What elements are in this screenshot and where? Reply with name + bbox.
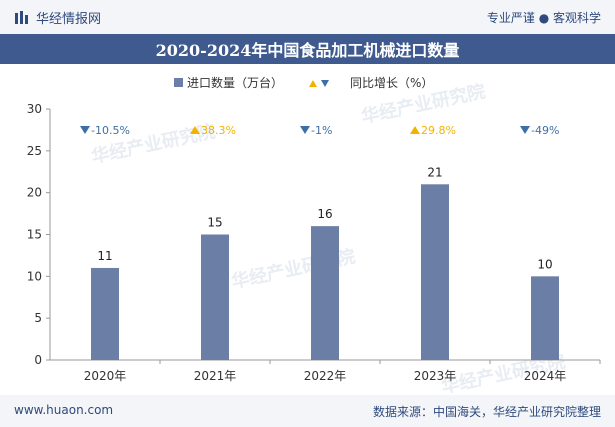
- yoy-label: -1%: [311, 124, 332, 137]
- data-label: 15: [207, 216, 222, 230]
- y-tick-label: 5: [34, 311, 42, 325]
- y-tick-label: 20: [27, 186, 42, 200]
- y-tick-label: 0: [34, 353, 42, 367]
- footer: www.huaon.com 数据来源：中国海关，华经产业研究院整理: [0, 395, 615, 427]
- chart-svg: 进口数量（万台） 同比增长（%） 0 5 10 15 20 25 30 11 2020年 -10.5%…: [27, 75, 601, 383]
- bar: [311, 226, 339, 360]
- legend-label: 同比增长（%）: [350, 76, 433, 90]
- brand-name: 华经情报网: [36, 12, 102, 27]
- legend-down-triangle: [321, 80, 329, 87]
- data-label: 21: [427, 165, 442, 179]
- data-source: 数据来源：中国海关，华经产业研究院整理: [372, 405, 601, 419]
- chart-title: 2020-2024年中国食品加工机械进口数量: [155, 41, 460, 60]
- x-tick-label: 2023年: [414, 369, 457, 383]
- y-tick-label: 25: [27, 144, 42, 158]
- logo-icon: [15, 10, 28, 24]
- yoy-down-icon: [80, 126, 90, 134]
- site-link[interactable]: www.huaon.com: [14, 403, 114, 417]
- yoy-label: 38.3%: [201, 124, 236, 137]
- bar: [531, 276, 559, 360]
- tagline: 专业严谨 ● 客观科学: [486, 11, 601, 25]
- top-bar: 华经情报网 专业严谨 ● 客观科学: [0, 0, 615, 34]
- x-tick-label: 2024年: [524, 369, 567, 383]
- yoy-label: -49%: [531, 124, 559, 137]
- data-label: 16: [317, 207, 332, 221]
- bar: [201, 234, 229, 360]
- bar: [421, 184, 449, 360]
- y-tick-label: 30: [27, 102, 42, 116]
- x-tick-label: 2022年: [304, 369, 347, 383]
- brand[interactable]: 华经情报网: [14, 8, 101, 27]
- data-label: 10: [537, 257, 552, 271]
- yoy-down-icon: [300, 126, 310, 134]
- data-label: 11: [97, 249, 112, 263]
- yoy-up-icon: [190, 126, 200, 134]
- bar: [91, 267, 119, 360]
- yoy-label: -10.5%: [91, 124, 130, 137]
- yoy-up-icon: [410, 126, 420, 134]
- x-tick-label: 2020年: [84, 369, 127, 383]
- yoy-down-icon: [520, 126, 530, 134]
- x-tick-label: 2021年: [194, 369, 237, 383]
- y-tick-label: 15: [27, 228, 42, 242]
- legend-up-triangle: [309, 80, 317, 87]
- chart-title-band: 2020-2024年中国食品加工机械进口数量: [0, 34, 615, 64]
- legend-swatch-bar: [174, 78, 183, 87]
- legend-label: 进口数量（万台）: [187, 75, 283, 90]
- y-tick-label: 10: [27, 269, 42, 283]
- yoy-label: 29.8%: [421, 124, 456, 137]
